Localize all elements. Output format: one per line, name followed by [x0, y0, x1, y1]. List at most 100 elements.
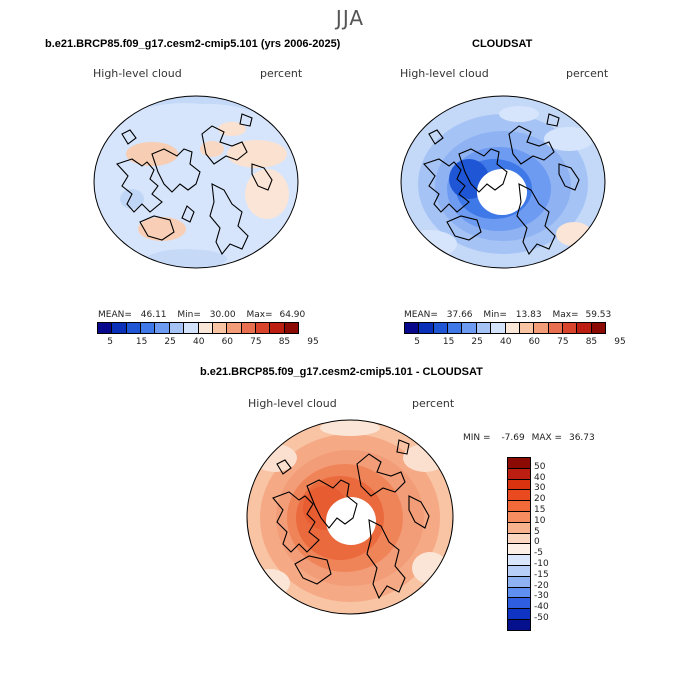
diff-colorbar-swatch — [508, 501, 530, 512]
obs-max-value: 59.53 — [585, 310, 612, 320]
diff-colorbar-label: 30 — [534, 483, 546, 494]
diff-units-label: percent — [412, 397, 455, 410]
diff-colorbar-swatch — [508, 609, 530, 620]
colorbar-swatch — [284, 323, 299, 333]
diff-colorbar-label: 10 — [534, 515, 546, 526]
diff-max-label: MAX = — [531, 433, 563, 443]
colorbar-tick-label: 15 — [442, 337, 455, 347]
model-colorbar-ticks: 5 15 25 40 60 75 85 95 — [97, 337, 318, 349]
diff-panel-title: b.e21.BRCP85.f09_g17.cesm2-cmip5.101 - C… — [200, 366, 483, 378]
model-polar-map — [93, 95, 299, 269]
diff-colorbar-label: 40 — [534, 472, 546, 483]
diff-colorbar-label: 0 — [534, 537, 540, 548]
obs-min-label: Min= — [483, 310, 507, 320]
colorbar-swatch — [462, 323, 477, 333]
diff-colorbar-swatch — [508, 598, 530, 610]
colorbar-swatch — [577, 323, 592, 333]
colorbar-swatch — [126, 323, 142, 333]
obs-panel-title: CLOUDSAT — [472, 38, 533, 50]
diff-colorbar-swatch — [508, 587, 530, 599]
colorbar-swatch — [548, 323, 563, 333]
colorbar-swatch — [255, 323, 271, 333]
diff-colorbar-swatch — [508, 522, 530, 534]
colorbar-swatch — [112, 323, 127, 333]
colorbar-swatch — [534, 323, 549, 333]
diff-colorbar-swatch — [508, 555, 530, 566]
diff-variable-label: High-level cloud — [248, 397, 337, 410]
model-min-label: Min= — [177, 310, 201, 320]
diff-colorbar-swatch — [508, 533, 530, 545]
model-max-value: 64.90 — [279, 310, 306, 320]
model-mean-label: MEAN= — [98, 310, 132, 320]
model-min-value: 30.00 — [209, 310, 236, 320]
colorbar-tick-label: 40 — [500, 337, 512, 347]
obs-colorbar-ticks: 5 15 25 40 60 75 85 95 — [404, 337, 625, 349]
obs-colorbar — [404, 322, 606, 334]
colorbar-swatch — [241, 323, 256, 333]
season-title: JJA — [335, 6, 365, 30]
colorbar-swatch — [270, 323, 285, 333]
model-units-label: percent — [260, 67, 303, 80]
obs-min-value: 13.83 — [515, 310, 542, 320]
diff-colorbar-label: 5 — [534, 526, 540, 537]
obs-mean-label: MEAN= — [404, 310, 438, 320]
colorbar-swatch — [405, 323, 420, 333]
colorbar-tick-label: 75 — [250, 337, 262, 347]
diff-colorbar-label: -10 — [534, 559, 549, 569]
obs-polar-map — [400, 95, 606, 269]
diff-colorbar-swatch — [508, 619, 530, 630]
diff-colorbar-swatch — [508, 565, 530, 577]
diff-colorbar-swatch — [508, 468, 530, 480]
diff-colorbar-label: 20 — [534, 494, 546, 505]
obs-max-label: Max= — [552, 310, 579, 320]
diff-colorbar-swatch — [508, 490, 530, 502]
colorbar-swatch — [476, 323, 492, 333]
colorbar-swatch — [212, 323, 228, 333]
diff-colorbar-label: -50 — [534, 613, 549, 623]
diff-stats: MIN = -7.69 MAX = 36.73 — [463, 433, 595, 443]
diff-colorbar-swatch — [508, 511, 530, 523]
obs-stats: MEAN= 37.66 Min= 13.83 Max= 59.53 — [404, 310, 611, 320]
model-max-label: Max= — [246, 310, 273, 320]
colorbar-swatch — [505, 323, 520, 333]
diff-colorbar-label: -30 — [534, 591, 549, 602]
colorbar-swatch — [198, 323, 213, 333]
model-colorbar — [97, 322, 299, 334]
colorbar-tick-label: 95 — [614, 337, 626, 347]
diff-min-value: -7.69 — [501, 433, 525, 443]
colorbar-tick-label: 5 — [107, 337, 114, 347]
obs-mean-value: 37.66 — [446, 310, 473, 320]
colorbar-tick-label: 60 — [528, 337, 541, 347]
colorbar-swatch — [491, 323, 506, 333]
colorbar-swatch — [419, 323, 434, 333]
diff-colorbar-swatch — [508, 479, 530, 491]
colorbar-swatch — [98, 323, 113, 333]
model-stats: MEAN= 46.11 Min= 30.00 Max= 64.90 — [98, 310, 305, 320]
diff-colorbar — [507, 457, 531, 631]
colorbar-tick-label: 25 — [164, 337, 176, 347]
model-panel-title: b.e21.BRCP85.f09_g17.cesm2-cmip5.101 (yr… — [45, 38, 341, 50]
diff-min-label: MIN = — [463, 433, 491, 443]
colorbar-tick-label: 40 — [193, 337, 205, 347]
colorbar-tick-label: 15 — [135, 337, 148, 347]
obs-units-label: percent — [566, 67, 609, 80]
colorbar-tick-label: 60 — [221, 337, 234, 347]
colorbar-swatch — [141, 323, 156, 333]
colorbar-swatch — [169, 323, 185, 333]
colorbar-swatch — [519, 323, 535, 333]
diff-colorbar-swatch — [508, 544, 530, 556]
diff-colorbar-label: -5 — [534, 548, 543, 559]
diff-colorbar-label: -20 — [534, 580, 549, 591]
colorbar-swatch — [227, 323, 242, 333]
colorbar-swatch — [591, 323, 606, 333]
diff-colorbar-label: -40 — [534, 602, 549, 613]
model-variable-label: High-level cloud — [93, 67, 182, 80]
diff-polar-map — [246, 419, 454, 615]
diff-colorbar-labels: 50 40 30 20 15 10 5 0 -5 -10 -15 -20 -30 -40 -50 — [534, 457, 574, 627]
obs-variable-label: High-level cloud — [400, 67, 489, 80]
colorbar-swatch — [184, 323, 199, 333]
colorbar-tick-label: 25 — [471, 337, 483, 347]
colorbar-tick-label: 5 — [414, 337, 421, 347]
model-mean-value: 46.11 — [140, 310, 167, 320]
colorbar-tick-label: 85 — [585, 337, 598, 347]
